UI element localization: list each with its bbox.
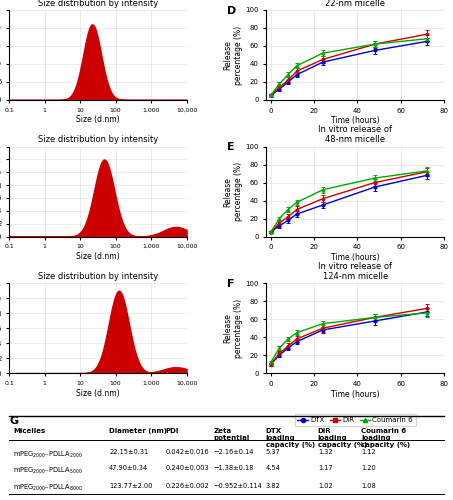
Text: PDI: PDI xyxy=(166,428,179,434)
Text: 1.20: 1.20 xyxy=(361,466,376,471)
Text: mPEG$_{2000}$–PDLLA$_{8000}$: mPEG$_{2000}$–PDLLA$_{8000}$ xyxy=(14,483,83,493)
Text: G: G xyxy=(9,416,18,426)
X-axis label: Size (d.nm): Size (d.nm) xyxy=(76,388,120,398)
Y-axis label: Release
percentage (%): Release percentage (%) xyxy=(223,162,242,221)
Text: 1.12: 1.12 xyxy=(361,450,376,456)
Text: 4.54: 4.54 xyxy=(265,466,280,471)
Text: 0.042±0.016: 0.042±0.016 xyxy=(166,450,209,456)
Text: E: E xyxy=(227,142,235,152)
Text: mPEG$_{2000}$–PDLLA$_{5000}$: mPEG$_{2000}$–PDLLA$_{5000}$ xyxy=(14,466,83,475)
Text: Zeta
potential: Zeta potential xyxy=(213,428,250,442)
Text: 1.32: 1.32 xyxy=(318,450,333,456)
Title: In vitro release of
124-nm micelle: In vitro release of 124-nm micelle xyxy=(318,262,392,281)
X-axis label: Size (d.nm): Size (d.nm) xyxy=(76,116,120,124)
Text: Diameter (nm): Diameter (nm) xyxy=(109,428,167,434)
Title: Size distribution by intensity: Size distribution by intensity xyxy=(38,272,158,281)
Text: Micelles: Micelles xyxy=(14,428,46,434)
Y-axis label: Release
percentage (%): Release percentage (%) xyxy=(223,298,242,358)
Title: In vitro release of
22-nm micelle: In vitro release of 22-nm micelle xyxy=(318,0,392,8)
Text: 3.82: 3.82 xyxy=(265,483,280,489)
Text: D: D xyxy=(227,6,236,16)
Title: Size distribution by intensity: Size distribution by intensity xyxy=(38,0,158,8)
Text: 1.17: 1.17 xyxy=(318,466,333,471)
Text: Coumarin 6
loading
capacity (%): Coumarin 6 loading capacity (%) xyxy=(361,428,410,448)
Text: −0.952±0.114: −0.952±0.114 xyxy=(213,483,262,489)
Y-axis label: Release
percentage (%): Release percentage (%) xyxy=(223,26,242,85)
Text: −2.16±0.14: −2.16±0.14 xyxy=(213,450,254,456)
Text: −1.38±0.18: −1.38±0.18 xyxy=(213,466,254,471)
Text: 5.37: 5.37 xyxy=(265,450,280,456)
Text: mPEG$_{2000}$–PDLLA$_{2000}$: mPEG$_{2000}$–PDLLA$_{2000}$ xyxy=(14,450,83,460)
Text: DiR
loading
capacity (%): DiR loading capacity (%) xyxy=(318,428,367,448)
Title: Size distribution by intensity: Size distribution by intensity xyxy=(38,136,158,144)
Text: 0.226±0.002: 0.226±0.002 xyxy=(166,483,209,489)
Text: DTX
loading
capacity (%): DTX loading capacity (%) xyxy=(265,428,315,448)
Text: 1.08: 1.08 xyxy=(361,483,376,489)
Legend: DTX, DiR, Coumarin 6: DTX, DiR, Coumarin 6 xyxy=(294,414,416,426)
X-axis label: Time (hours): Time (hours) xyxy=(331,390,380,398)
X-axis label: Time (hours): Time (hours) xyxy=(331,116,380,126)
Title: In vitro release of
48-nm micelle: In vitro release of 48-nm micelle xyxy=(318,125,392,144)
Text: 22.15±0.31: 22.15±0.31 xyxy=(109,450,148,456)
Text: 1.02: 1.02 xyxy=(318,483,333,489)
Text: 0.240±0.003: 0.240±0.003 xyxy=(166,466,209,471)
X-axis label: Time (hours): Time (hours) xyxy=(331,253,380,262)
Text: 47.90±0.34: 47.90±0.34 xyxy=(109,466,148,471)
X-axis label: Size (d.nm): Size (d.nm) xyxy=(76,252,120,261)
Text: 123.77±2.00: 123.77±2.00 xyxy=(109,483,153,489)
Text: F: F xyxy=(227,279,235,289)
